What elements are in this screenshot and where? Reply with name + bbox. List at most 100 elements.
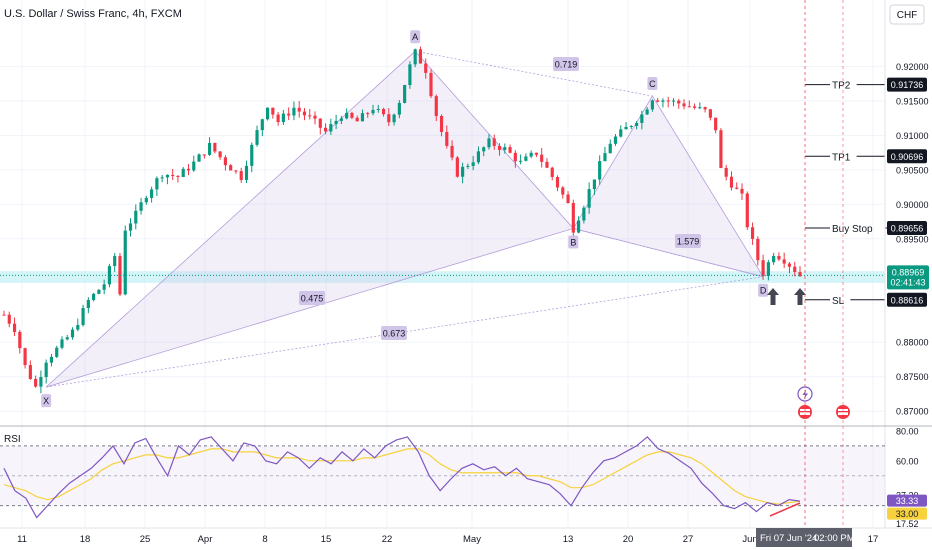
candle-body (677, 100, 681, 104)
candle-body (545, 161, 549, 168)
candle-body (418, 49, 423, 64)
candle-body (708, 109, 712, 118)
price-axis[interactable]: 0.92000 0.91500 0.91000 0.90500 0.90000 0.895… (0, 0, 929, 528)
rsi-ma-box (887, 507, 927, 520)
candle-body (724, 167, 728, 177)
candle-body (714, 117, 718, 131)
candle-body (608, 143, 612, 154)
rsi-value-box (887, 494, 927, 507)
flag-event-icon-2[interactable] (836, 405, 850, 419)
candle-body (682, 103, 686, 107)
candle-body (345, 112, 349, 119)
rsi-label: RSI (4, 434, 21, 445)
pattern-point-label: A (412, 32, 418, 42)
grid (0, 0, 885, 528)
candle-body (12, 323, 17, 332)
candle-body (107, 266, 112, 285)
candle-body (160, 177, 164, 179)
candle-body (392, 114, 396, 123)
candle-body (7, 314, 11, 324)
currency-button[interactable]: CHF (889, 4, 925, 25)
ratio-label: 0.719 (555, 60, 578, 70)
ratio-label: 1.579 (677, 237, 700, 247)
candle-body (613, 136, 618, 144)
rsi-tick: 60.00 (896, 456, 919, 466)
ratio-label: 0.475 (301, 294, 324, 304)
price-tick: 0.87000 (896, 407, 929, 417)
candle-body (176, 175, 180, 177)
level-price-box (887, 221, 927, 236)
candle-body (265, 107, 270, 120)
candle-body (123, 230, 127, 295)
candle-body (376, 108, 380, 110)
candle-body (213, 142, 217, 152)
flag-event-icon[interactable] (798, 405, 812, 419)
rsi-ma-line (3, 448, 801, 505)
rsi-line (3, 436, 801, 519)
candle-body (582, 207, 586, 221)
candle-body (223, 157, 227, 166)
candle-body (766, 262, 770, 277)
time-tick: 18 (80, 534, 91, 545)
candle-body (371, 109, 375, 114)
candle-body (656, 100, 660, 102)
time-tick: 25 (140, 534, 151, 545)
candle-body (350, 112, 354, 118)
candle-body (461, 166, 465, 177)
candle-body (2, 314, 6, 316)
candle-body (561, 187, 565, 195)
time-tick: 27 (683, 534, 694, 545)
candle-body (413, 49, 417, 65)
candle-body (92, 293, 96, 301)
level-name: Buy Stop (832, 224, 873, 235)
time-tick: 11 (17, 534, 27, 545)
up-arrow-icon (794, 288, 806, 305)
level-price: 0.91736 (891, 80, 924, 90)
time-tick: 13 (563, 534, 574, 545)
divergence-line (769, 502, 801, 517)
level-price: 0.88616 (891, 295, 924, 305)
candle-body (492, 138, 496, 146)
candle-body (476, 151, 481, 163)
time-tick: Jun (742, 534, 757, 545)
candle-body (181, 168, 185, 177)
candle-body (403, 85, 407, 103)
last-price-box (887, 265, 929, 290)
time-tick: 17 (868, 534, 879, 545)
time-tick: Apr (198, 534, 213, 545)
level-price-box (887, 292, 927, 307)
candle-body (482, 147, 486, 152)
candle-body (466, 165, 470, 167)
price-tick: 0.87500 (896, 372, 929, 382)
candle-body (550, 167, 554, 178)
pattern-point-bg (647, 77, 658, 91)
candle-body (292, 107, 296, 116)
candle-body (70, 329, 75, 338)
rsi-value: 33.33 (896, 496, 919, 506)
candle-body (471, 162, 475, 166)
price-tick: 0.92000 (896, 62, 929, 72)
candle-body (308, 115, 312, 117)
candle-body (102, 284, 106, 290)
ratio-label-bg (381, 326, 407, 340)
candle-body (234, 170, 238, 172)
candle-body (55, 347, 59, 357)
candles (2, 46, 802, 394)
candle-body (408, 64, 412, 86)
time-tick: 15 (321, 534, 332, 545)
candle-body (28, 365, 32, 379)
pattern-point-label: D (760, 286, 767, 296)
level-price: 0.89656 (891, 224, 924, 234)
candle-body (202, 154, 206, 156)
candle-body (645, 109, 649, 115)
price-tick: 0.91000 (896, 131, 929, 141)
candle-body (186, 168, 191, 171)
candle-body (76, 325, 80, 330)
candle-body (445, 131, 449, 146)
candle-body (208, 142, 212, 155)
candle-body (65, 337, 69, 340)
ratio-label-bg (675, 234, 701, 248)
candle-body (761, 260, 765, 277)
countdown: 02:41:43 (890, 277, 925, 287)
